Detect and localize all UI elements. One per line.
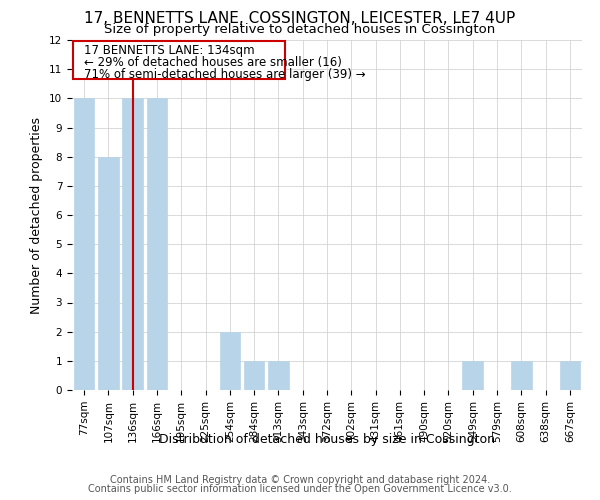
Text: 17, BENNETTS LANE, COSSINGTON, LEICESTER, LE7 4UP: 17, BENNETTS LANE, COSSINGTON, LEICESTER… [85,11,515,26]
Text: Contains public sector information licensed under the Open Government Licence v3: Contains public sector information licen… [88,484,512,494]
Bar [98,156,119,390]
FancyBboxPatch shape [73,42,284,80]
Text: Size of property relative to detached houses in Cossington: Size of property relative to detached ho… [104,22,496,36]
Text: 17 BENNETTS LANE: 134sqm: 17 BENNETTS LANE: 134sqm [84,44,255,58]
Text: ← 29% of detached houses are smaller (16): ← 29% of detached houses are smaller (16… [84,56,342,69]
Y-axis label: Number of detached properties: Number of detached properties [31,116,43,314]
Bar [560,361,580,390]
Bar [146,98,167,390]
Bar [463,361,483,390]
Bar [74,98,94,390]
Bar [511,361,532,390]
Text: Contains HM Land Registry data © Crown copyright and database right 2024.: Contains HM Land Registry data © Crown c… [110,475,490,485]
Text: Distribution of detached houses by size in Cossington: Distribution of detached houses by size … [159,432,495,446]
Bar [220,332,240,390]
Bar [268,361,289,390]
Text: 71% of semi-detached houses are larger (39) →: 71% of semi-detached houses are larger (… [84,68,366,80]
Bar [244,361,265,390]
Bar [122,98,143,390]
